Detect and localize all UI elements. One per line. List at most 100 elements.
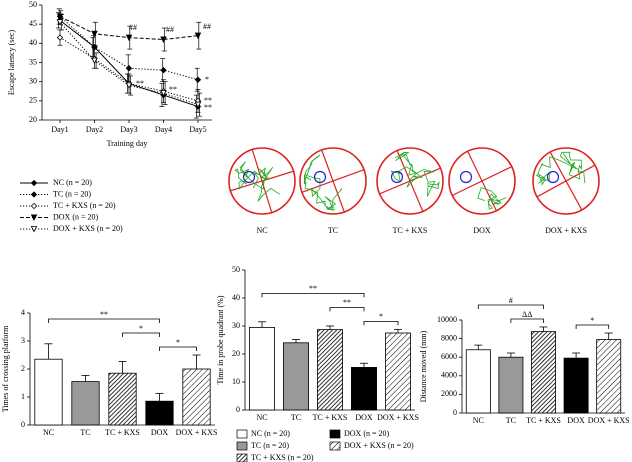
bar [596, 339, 622, 414]
significance-label: * [379, 312, 383, 321]
significance-bracket [122, 332, 160, 337]
significance-label: * [590, 316, 594, 325]
x-tick-label: Day5 [189, 125, 206, 134]
significance-bracket [363, 320, 399, 326]
quadrant-line [251, 149, 273, 213]
y-axis-label: Times of crossing platform [1, 325, 10, 412]
y-tick-label: 50 [29, 0, 37, 9]
y-tick-label: 10 [232, 377, 240, 386]
bar [182, 368, 211, 426]
significance-label: ** [309, 284, 317, 293]
legend-label: TC (n = 20) [251, 441, 289, 450]
y-tick-label: 0 [236, 405, 240, 414]
x-tick-label: NC [473, 416, 484, 425]
swim-track [390, 151, 440, 197]
legend-marker [30, 225, 38, 233]
swim-track [234, 161, 281, 202]
x-tick-label: Day2 [86, 125, 103, 134]
bar [34, 358, 63, 426]
x-tick-label: Day3 [120, 125, 137, 134]
legend-label: TC (n = 20) [53, 189, 91, 198]
bar [283, 342, 309, 411]
marker [56, 34, 64, 41]
bar [531, 331, 556, 414]
x-tick-label: TC + KXS [526, 416, 561, 425]
legend-marker [30, 179, 38, 187]
y-tick-label: 1 [21, 392, 25, 401]
significance-label: * [176, 338, 180, 347]
bar [71, 381, 100, 426]
marker [125, 65, 133, 72]
y-tick-label: 4 [21, 308, 25, 317]
significance-bracket [510, 318, 544, 323]
significance-label: ** [343, 298, 351, 307]
significance-label: * [139, 324, 143, 333]
y-tick-label: 2000 [441, 389, 457, 398]
bar [498, 356, 524, 414]
marker [194, 32, 202, 40]
quadrant-line [467, 151, 497, 211]
marker [160, 90, 167, 97]
x-tick-label: TC [506, 416, 516, 425]
significance-bracket [48, 318, 160, 323]
swim-label: TC + KXS [393, 226, 428, 235]
y-tick-label: 30 [29, 76, 37, 85]
significance-bracket [159, 346, 197, 351]
y-tick-label: 50 [232, 265, 240, 274]
legend-label: TC + KXS (n = 20) [53, 201, 116, 210]
bar [465, 349, 491, 414]
y-tick-label: 20 [232, 349, 240, 358]
marker [125, 82, 133, 89]
x-tick-label: DOX [567, 416, 585, 425]
y-tick-label: 3 [21, 336, 25, 345]
x-tick-label: DOX + KXS [176, 428, 218, 437]
significance-label: ** [100, 310, 108, 319]
y-tick-label: 25 [29, 96, 37, 105]
y-tick-label: 40 [29, 38, 37, 47]
legend-marker [30, 191, 38, 198]
legend-marker [30, 202, 38, 210]
platform [313, 170, 327, 184]
legend-label: DOX + KXS (n = 20) [53, 224, 123, 233]
swim-label: DOX [473, 226, 491, 235]
legend-label: DOX (n = 20) [344, 429, 390, 438]
x-tick-label: TC + KXS [105, 428, 140, 437]
y-axis-label: Time in probe quadrant (%) [216, 295, 225, 384]
bar [249, 326, 275, 411]
marker [194, 76, 202, 83]
significance-bracket [575, 324, 610, 330]
significance-label: # [509, 296, 513, 305]
legend-label: DOX + KXS (n = 20) [344, 441, 414, 450]
swim-label: TC [328, 226, 338, 235]
legend-swatch [236, 441, 248, 451]
y-tick-label: 45 [29, 19, 37, 28]
legend-swatch [236, 429, 248, 439]
annotation: * [205, 75, 209, 84]
x-tick-label: DOX + KXS [377, 413, 419, 422]
y-tick-label: 40 [232, 293, 240, 302]
legend-marker [30, 214, 38, 221]
x-tick-label: DOX [151, 428, 169, 437]
x-tick-label: TC [291, 413, 301, 422]
platform [390, 170, 404, 184]
annotation: ## [166, 25, 174, 34]
significance-bracket [261, 292, 365, 298]
platform [459, 170, 473, 184]
legend-swatch [236, 453, 248, 462]
bar [351, 367, 377, 411]
series-line [59, 16, 199, 81]
y-axis-label: Escape latency (sec) [7, 30, 16, 96]
legend-swatch [329, 429, 341, 439]
x-axis-label: Training day [107, 139, 148, 148]
y-tick-label: 10000 [437, 315, 457, 324]
platform [242, 170, 256, 184]
bar [563, 357, 589, 414]
significance-bracket [329, 306, 365, 312]
swim-track [477, 187, 507, 210]
y-axis-label: Distance moved (mm) [419, 330, 428, 402]
swim-track [303, 154, 343, 211]
marker [160, 67, 167, 74]
marker [194, 101, 202, 109]
marker [91, 57, 98, 65]
